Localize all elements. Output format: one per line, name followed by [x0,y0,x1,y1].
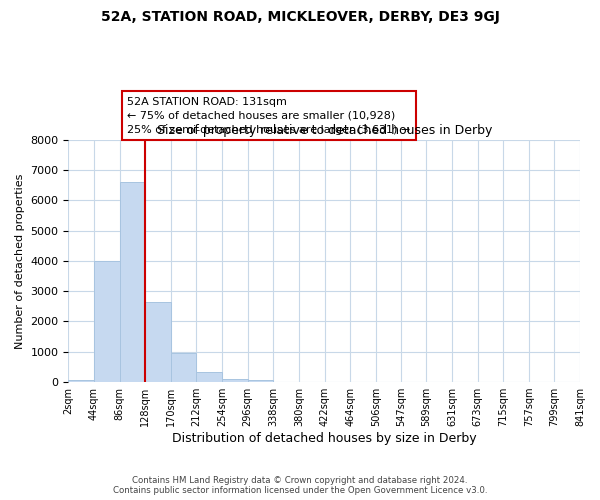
Bar [68,380,94,382]
Text: 52A STATION ROAD: 131sqm
← 75% of detached houses are smaller (10,928)
25% of se: 52A STATION ROAD: 131sqm ← 75% of detach… [127,97,410,135]
Text: Contains HM Land Registry data © Crown copyright and database right 2024.
Contai: Contains HM Land Registry data © Crown c… [113,476,487,495]
Bar [94,261,119,382]
X-axis label: Distribution of detached houses by size in Derby: Distribution of detached houses by size … [172,432,476,445]
Text: 52A, STATION ROAD, MICKLEOVER, DERBY, DE3 9GJ: 52A, STATION ROAD, MICKLEOVER, DERBY, DE… [101,10,499,24]
Title: Size of property relative to detached houses in Derby: Size of property relative to detached ho… [157,124,492,137]
Bar [222,378,248,382]
Bar [145,302,171,382]
Y-axis label: Number of detached properties: Number of detached properties [15,173,25,348]
Bar [248,380,273,382]
Bar [196,372,222,382]
Bar [119,182,145,382]
Bar [171,353,196,382]
